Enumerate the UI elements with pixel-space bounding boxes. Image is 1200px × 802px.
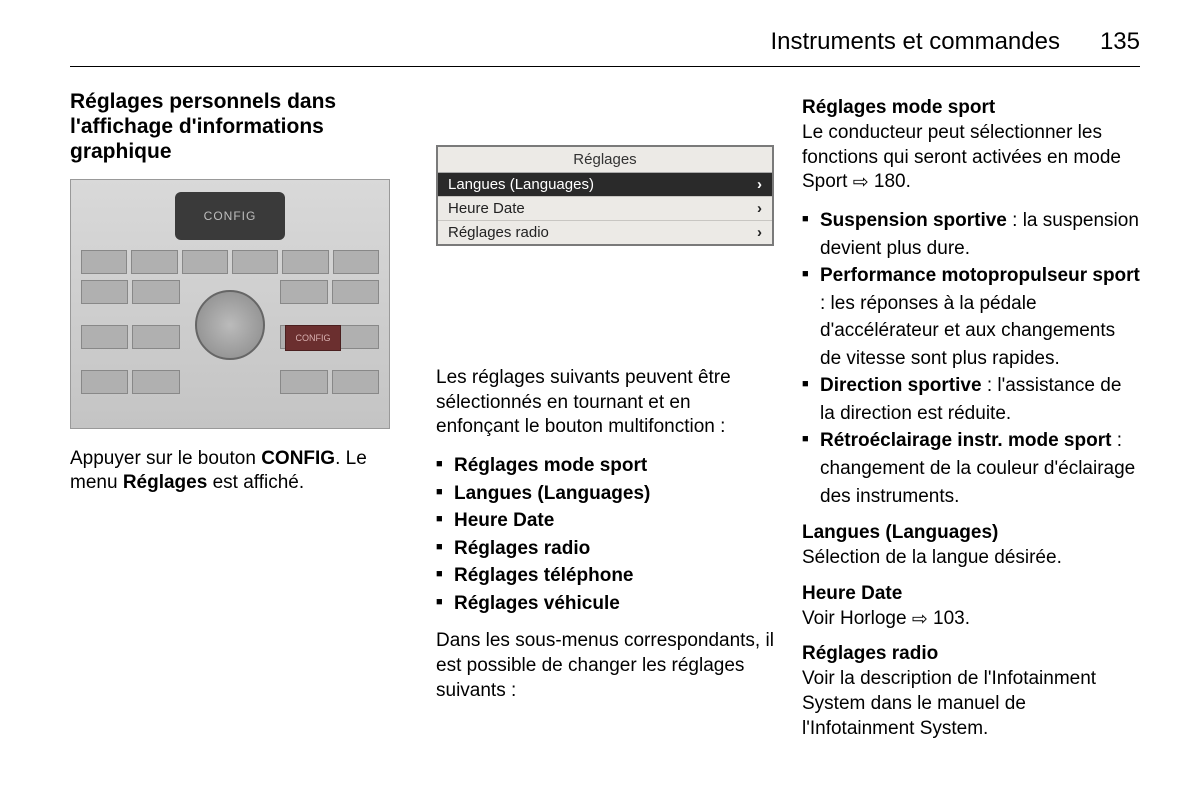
- date-text: Voir Horloge ⇨ 103.: [802, 607, 1140, 632]
- console-button: [333, 250, 379, 274]
- list-item-label: Réglages téléphone: [454, 565, 634, 586]
- console-button: [131, 250, 177, 274]
- sport-options-list: Suspension sportive : la suspension devi…: [802, 207, 1140, 510]
- list-item-lead: Performance motopropulseur sport: [820, 265, 1140, 286]
- console-button: [332, 370, 379, 394]
- menu-row-label: Heure Date: [448, 200, 525, 217]
- console-button: [232, 250, 278, 274]
- console-button: [280, 280, 327, 304]
- radio-heading: Réglages radio: [802, 643, 1140, 665]
- menu-row: Réglages radio ›: [438, 221, 772, 244]
- menu-row-label: Langues (Languages): [448, 176, 594, 193]
- sport-text: Le conducteur peut sélectionner les fonc…: [802, 121, 1140, 195]
- list-item: Performance motopropulseur sport : les r…: [802, 262, 1140, 372]
- list-item-lead: Direction sportive: [820, 375, 982, 396]
- list-item: Réglages mode sport: [436, 452, 774, 480]
- languages-text: Sélection de la langue désirée.: [802, 546, 1140, 571]
- console-button-row: [81, 370, 379, 394]
- list-item-rest: : les réponses à la pédale d'accélérateu…: [820, 293, 1115, 369]
- console-button: [81, 280, 128, 304]
- languages-heading: Langues (Languages): [802, 522, 1140, 544]
- settings-menu-illustration: Réglages Langues (Languages) › Heure Date ›…: [436, 145, 774, 246]
- console-button: [332, 280, 379, 304]
- reference-number: 180.: [874, 171, 911, 192]
- config-button-highlight: CONFIG: [285, 325, 341, 351]
- list-item-lead: Rétroéclairage instr. mode sport: [820, 430, 1111, 451]
- page-header: Instruments et commandes 135: [70, 28, 1140, 67]
- radio-text: Voir la description de l'Infotainment Sy…: [802, 667, 1140, 741]
- console-button: [81, 370, 128, 394]
- console-button: [280, 370, 327, 394]
- menu-row-label: Réglages radio: [448, 224, 549, 241]
- column-2: Réglages Langues (Languages) › Heure Date ›…: [436, 89, 774, 754]
- col2-outro: Dans les sous-menus correspondants, il e…: [436, 629, 774, 703]
- console-button-row: [81, 250, 379, 274]
- console-button: [132, 280, 179, 304]
- col1-instruction: Appuyer sur le bouton CONFIG. Le menu Ré…: [70, 447, 408, 496]
- chevron-right-icon: ›: [757, 176, 762, 193]
- list-item: Réglages véhicule: [436, 590, 774, 618]
- chevron-right-icon: ›: [757, 224, 762, 241]
- content-columns: Réglages personnels dans l'affichage d'i…: [70, 89, 1140, 754]
- console-button: [81, 325, 128, 349]
- column-3: Réglages mode sport Le conducteur peut s…: [802, 89, 1140, 754]
- text: Voir Horloge: [802, 608, 912, 629]
- text: Le conducteur peut sélectionner les fonc…: [802, 122, 1121, 192]
- console-button: [132, 370, 179, 394]
- reference-number: 103.: [933, 608, 970, 629]
- list-item: Rétroéclairage instr. mode sport : chang…: [802, 427, 1140, 510]
- list-item-lead: Suspension sportive: [820, 210, 1007, 231]
- menu-title: Réglages: [438, 147, 772, 173]
- list-item: Direction sportive : l'assistance de la …: [802, 372, 1140, 427]
- list-item: Suspension sportive : la suspension devi…: [802, 207, 1140, 262]
- date-heading: Heure Date: [802, 583, 1140, 605]
- config-word: CONFIG: [261, 448, 335, 469]
- console-button: [282, 250, 328, 274]
- col2-intro: Les réglages suivants peuvent être sélec…: [436, 366, 774, 440]
- text: Appuyer sur le bouton: [70, 448, 261, 469]
- header-title: Instruments et commandes: [771, 28, 1060, 56]
- list-item: Heure Date: [436, 507, 774, 535]
- console-illustration: CONFIG CONFIG: [70, 179, 390, 429]
- reference-icon: ⇨: [853, 171, 869, 196]
- text: est affiché.: [207, 472, 304, 493]
- list-item-label: Réglages véhicule: [454, 593, 620, 614]
- chevron-right-icon: ›: [757, 200, 762, 217]
- console-button: [182, 250, 228, 274]
- column-1: Réglages personnels dans l'affichage d'i…: [70, 89, 408, 754]
- list-item-label: Heure Date: [454, 510, 554, 531]
- list-item: Langues (Languages): [436, 480, 774, 508]
- menu-row: Langues (Languages) ›: [438, 173, 772, 197]
- console-button: [81, 250, 127, 274]
- console-button: [132, 325, 179, 349]
- menu-row: Heure Date ›: [438, 197, 772, 221]
- list-item: Réglages radio: [436, 535, 774, 563]
- console-display-label: CONFIG: [175, 192, 285, 240]
- list-item-label: Réglages mode sport: [454, 455, 647, 476]
- sport-heading: Réglages mode sport: [802, 97, 1140, 119]
- list-item-label: Réglages radio: [454, 538, 590, 559]
- col1-heading: Réglages personnels dans l'affichage d'i…: [70, 89, 408, 165]
- settings-options-list: Réglages mode sport Langues (Languages) He…: [436, 452, 774, 617]
- list-item: Réglages téléphone: [436, 562, 774, 590]
- reglages-word: Réglages: [123, 472, 207, 493]
- page-number: 135: [1100, 28, 1140, 56]
- reference-icon: ⇨: [912, 608, 928, 633]
- list-item-label: Langues (Languages): [454, 483, 650, 504]
